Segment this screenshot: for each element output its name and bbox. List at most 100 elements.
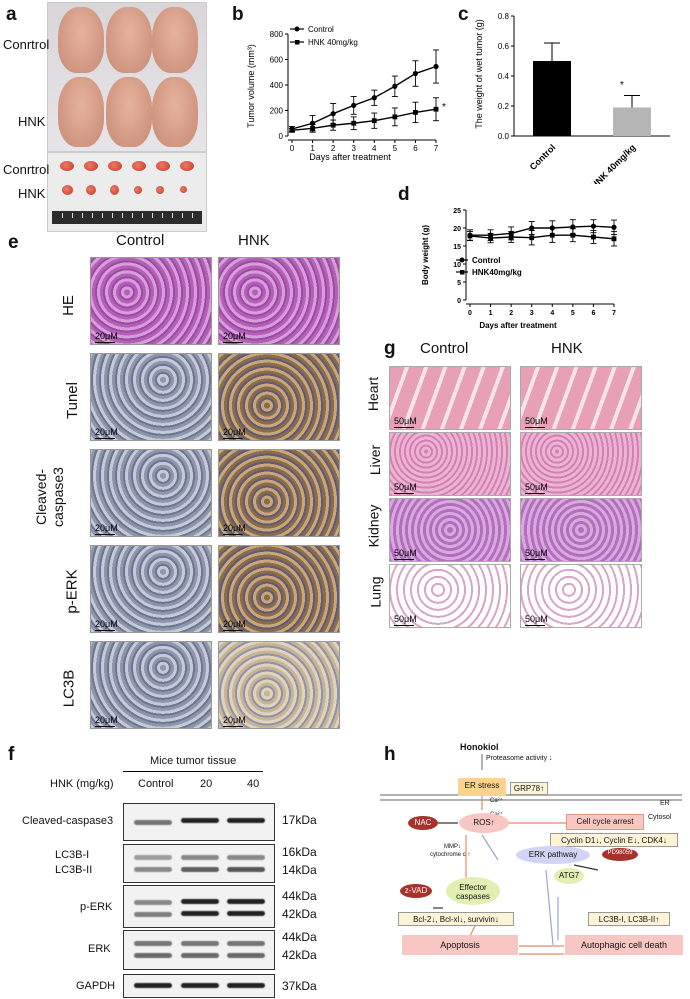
column-label-control: Control [420, 340, 469, 357]
panel-label-h: h [384, 744, 396, 765]
er-stress-node: ER stress [458, 778, 506, 796]
blot-lc3b [123, 844, 275, 883]
y-tick-label: 20 [453, 226, 461, 233]
proteasome-label: Proteasome activity ↓ [486, 755, 553, 762]
pd98059-node: PD98059 [602, 848, 638, 861]
blot-label-erk: ERK [88, 943, 111, 955]
data-point [433, 63, 439, 70]
x-tick-label: 5 [571, 310, 575, 317]
blot-erk [123, 930, 275, 970]
heart-control-image: 50μM [389, 366, 511, 430]
row-label-hnk: HNK [18, 114, 46, 129]
cytosol-label: Cytosol [648, 814, 672, 821]
tumor-weight-chart: 0.0 0.2 0.4 0.6 0.8 Control HNK 40mg/kg The we… [474, 12, 670, 184]
liver-hnk-image: 50μM [520, 432, 642, 496]
row-label-p-erk: p-ERK [63, 569, 81, 614]
body-weight-chart: 0 5 10 15 20 25 0 1 2 3 4 5 6 7 Body weight (g) Days … [421, 208, 617, 330]
row-label-he: HE [59, 295, 77, 316]
data-point [570, 232, 576, 238]
dose-control: Control [138, 778, 174, 790]
blot-label-lc3b-i: LC3B-I [55, 849, 90, 861]
honokiol-label: Honokiol [460, 742, 499, 752]
blot-title: Mice tumor tissue [150, 755, 237, 767]
ca-label: Ca²⁺ [490, 798, 503, 804]
y-tick-label: 0.6 [498, 42, 510, 51]
x-tick-label: 6 [413, 144, 418, 153]
tunel-control-image: 20μM [90, 353, 212, 441]
kda-label: 37kDa [282, 979, 317, 993]
row-label-heart: Heart [365, 376, 382, 412]
row-label-control: Conrtrol [3, 37, 50, 52]
series-line-0 [470, 225, 615, 236]
kda-label: 14kDa [282, 863, 317, 877]
tumor-volume-chart: 0 200 400 600 800 0 1 2 3 4 5 6 7 Tumor volume (mm³)… [246, 25, 446, 162]
bar-1 [613, 107, 651, 136]
y-axis-label: Tumor volume (mm³) [246, 44, 256, 128]
y-tick-label: 0 [279, 132, 284, 141]
x-tick-label: 4 [550, 310, 554, 317]
blot-title-line [123, 771, 263, 772]
kda-label: 42kDa [282, 948, 317, 962]
blot-gapdh [123, 974, 275, 998]
zvad-node: z-VAD [400, 884, 432, 898]
lc3b-control-image: 20μM [90, 641, 212, 729]
cell-cycle-node: Cell cycle arrest [566, 814, 644, 830]
y-tick-label: 5 [457, 280, 461, 287]
kda-label: 16kDa [282, 845, 317, 859]
significance-star: * [442, 102, 446, 113]
y-tick-label: 800 [270, 30, 284, 39]
perk-control-image: 20μM [90, 545, 212, 633]
er-label: ER [660, 800, 670, 807]
dose-40: 40 [247, 778, 260, 790]
kidney-hnk-image: 50μM [520, 498, 642, 562]
data-point [590, 223, 597, 229]
cyclins-node: Cyclin D1↓, Cyclin E↓, CDK4↓ [550, 833, 678, 847]
data-point [611, 224, 617, 230]
bcl-node: Bcl-2↓, Bcl-xl↓, survivin↓ [398, 912, 514, 926]
lc3b-hnk-image: 20μM [218, 641, 340, 729]
y-tick-label: 0 [457, 298, 461, 305]
data-point [529, 235, 535, 241]
blot-p-erk [123, 885, 275, 928]
y-tick-label: 10 [453, 262, 461, 269]
kda-label: 17kDa [282, 813, 317, 827]
x-tick-label: 0 [468, 310, 472, 317]
x-tick-label: 3 [351, 144, 356, 153]
apoptosis-node: Apoptosis [402, 935, 518, 955]
bar-0 [533, 61, 571, 136]
data-point [351, 102, 357, 108]
data-point [392, 83, 398, 89]
blot-label-cleaved-caspase3: Cleaved-caspase3 [22, 815, 114, 827]
data-point [570, 224, 576, 230]
column-label-control: Control [116, 232, 165, 249]
blot-label-lc3b-ii: LC3B-II [55, 864, 93, 876]
mmp-label: MMP↓ [444, 844, 461, 850]
category-label: HNK 40mg/kg [589, 142, 637, 184]
caspase3-control-image: 20μM [90, 449, 212, 537]
series-line-1 [291, 108, 437, 131]
category-label: Control [528, 142, 558, 172]
ros-node: ROS↑ [459, 813, 509, 833]
panel-label-f: f [8, 744, 15, 765]
y-tick-label: 0.2 [498, 102, 510, 111]
panel-label-a: a [6, 4, 17, 25]
cytc-label: cytochrome c ↑ [430, 852, 471, 858]
data-point [412, 70, 419, 77]
lc3-node: LC3B-I, LC3B-II↑ [588, 912, 670, 926]
y-tick-label: 0.4 [498, 72, 510, 81]
lung-control-image: 50μM [389, 564, 511, 628]
dose-20: 20 [200, 778, 213, 790]
he-hnk-image: 20μM [218, 257, 340, 345]
data-point [529, 225, 535, 231]
blot-label-gapdh: GAPDH [76, 980, 116, 992]
legend-control: Control [472, 256, 500, 265]
data-point [488, 235, 493, 241]
data-point [289, 127, 295, 133]
x-tick-label: 1 [489, 310, 493, 317]
panel-label-b: b [232, 4, 244, 25]
panel-label-e: e [8, 232, 19, 253]
he-control-image: 20μM [90, 257, 212, 345]
kda-label: 42kDa [282, 907, 317, 921]
y-axis-label: The weight of wet tumor (g) [474, 19, 484, 129]
caspase3-hnk-image: 20μM [218, 449, 340, 537]
